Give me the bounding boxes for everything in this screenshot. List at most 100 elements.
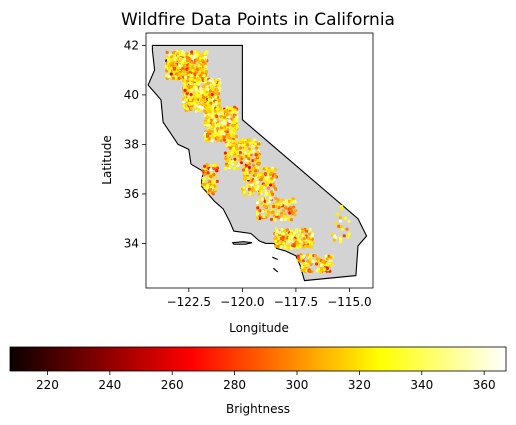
wildfire-point	[176, 52, 180, 56]
wildfire-point	[183, 88, 187, 92]
wildfire-point	[229, 111, 234, 115]
wildfire-point	[197, 105, 201, 109]
wildfire-point	[202, 96, 206, 100]
wildfire-point	[165, 69, 169, 73]
wildfire-point	[207, 112, 211, 116]
wildfire-point	[274, 232, 278, 236]
wildfire-point	[266, 186, 271, 190]
wildfire-point	[196, 78, 201, 82]
wildfire-point	[220, 129, 224, 133]
wildfire-point	[220, 111, 224, 115]
wildfire-point	[214, 92, 218, 96]
wildfire-point	[247, 147, 252, 151]
wildfire-point	[238, 155, 242, 159]
wildfire-point	[242, 185, 246, 189]
wildfire-point	[257, 192, 261, 196]
wildfire-point	[226, 155, 230, 159]
wildfire-point	[171, 63, 175, 67]
wildfire-point	[185, 55, 189, 60]
wildfire-point	[186, 71, 190, 75]
wildfire-point	[217, 82, 221, 86]
wildfire-point	[340, 227, 344, 232]
wildfire-point	[200, 58, 204, 63]
wildfire-point	[215, 179, 219, 183]
wildfire-point	[183, 78, 187, 82]
wildfire-point	[292, 199, 296, 203]
wildfire-point	[271, 192, 275, 196]
wildfire-points-layer	[164, 50, 351, 274]
wildfire-point	[194, 87, 198, 91]
wildfire-point	[188, 102, 192, 106]
wildfire-point	[233, 126, 237, 130]
wildfire-point	[339, 240, 343, 244]
plot-frame	[145, 32, 374, 289]
wildfire-point	[182, 70, 186, 74]
y-tick-label: 42	[124, 38, 139, 52]
x-tick-label: −117.5	[274, 295, 318, 309]
wildfire-point	[266, 210, 270, 214]
wildfire-point	[167, 74, 171, 78]
wildfire-point	[273, 175, 277, 179]
island-outline	[272, 256, 278, 261]
wildfire-point	[328, 263, 333, 267]
wildfire-point	[256, 184, 260, 188]
wildfire-point	[174, 56, 178, 60]
wildfire-point	[273, 218, 277, 222]
colorbar	[9, 346, 507, 372]
wildfire-point	[253, 138, 257, 142]
wildfire-point	[207, 129, 211, 133]
wildfire-point	[222, 135, 226, 139]
wildfire-point	[219, 139, 223, 143]
wildfire-point	[237, 143, 241, 147]
wildfire-point	[278, 231, 282, 235]
wildfire-point	[304, 241, 308, 245]
wildfire-point	[269, 183, 273, 187]
wildfire-point	[181, 66, 185, 70]
wildfire-point	[274, 187, 278, 191]
wildfire-point	[289, 246, 293, 250]
wildfire-point	[275, 229, 279, 233]
wildfire-point	[239, 161, 243, 165]
wildfire-point	[227, 139, 231, 143]
wildfire-point	[198, 80, 202, 84]
wildfire-point	[265, 199, 269, 203]
wildfire-point	[311, 259, 315, 263]
wildfire-point	[211, 115, 215, 119]
wildfire-point	[234, 134, 238, 139]
wildfire-point	[231, 133, 235, 137]
wildfire-point	[266, 213, 270, 217]
wildfire-point	[298, 259, 302, 263]
wildfire-point	[283, 229, 287, 233]
y-axis-ticks: 34 36 38 40 42	[124, 38, 146, 250]
wildfire-point	[231, 143, 235, 147]
wildfire-point	[331, 232, 335, 236]
wildfire-point	[317, 256, 321, 260]
wildfire-point	[179, 72, 183, 76]
wildfire-point	[260, 185, 264, 189]
x-axis-label: Longitude	[229, 321, 289, 335]
wildfire-point	[289, 229, 293, 233]
wildfire-point	[201, 102, 206, 106]
wildfire-point	[302, 254, 306, 258]
wildfire-point	[185, 52, 189, 56]
wildfire-point	[306, 259, 310, 263]
wildfire-point	[212, 179, 216, 183]
wildfire-point	[235, 166, 239, 170]
wildfire-point	[279, 213, 283, 217]
wildfire-point	[274, 236, 278, 240]
wildfire-point	[202, 91, 206, 95]
wildfire-point	[307, 232, 312, 236]
wildfire-point	[193, 72, 197, 76]
wildfire-point	[256, 203, 260, 207]
wildfire-point	[239, 146, 243, 150]
colorbar-tick-label: 280	[223, 378, 246, 392]
wildfire-point	[277, 209, 281, 213]
wildfire-point	[332, 238, 336, 242]
wildfire-point	[308, 227, 312, 231]
wildfire-point	[205, 115, 209, 119]
wildfire-point	[243, 147, 247, 151]
wildfire-point	[190, 73, 194, 77]
wildfire-point	[235, 118, 239, 122]
wildfire-point	[223, 167, 227, 171]
wildfire-point	[319, 270, 323, 274]
